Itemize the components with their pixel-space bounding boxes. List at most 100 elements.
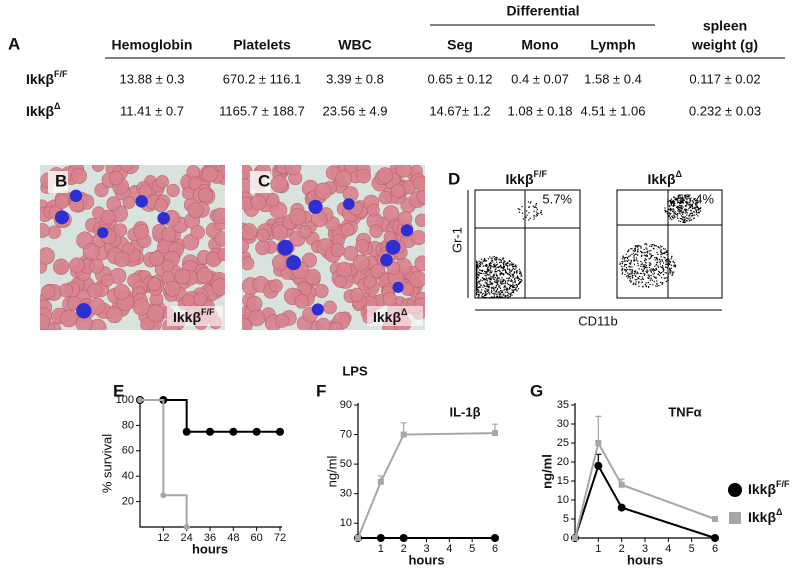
x-tick-label: 3 — [642, 543, 648, 555]
event-dot — [630, 262, 632, 264]
event-dot — [511, 285, 514, 288]
event-dot — [660, 253, 662, 256]
event-dot — [477, 277, 479, 279]
event-dot — [517, 279, 520, 282]
event-dot — [493, 256, 496, 258]
event-dot — [485, 294, 487, 296]
event-dot — [664, 257, 666, 259]
event-dot — [631, 277, 633, 279]
event-dot — [489, 256, 491, 258]
red-cell — [271, 254, 288, 271]
red-cell — [387, 261, 401, 275]
event-dot — [500, 264, 502, 266]
event-dot — [515, 277, 517, 279]
event-dot — [660, 249, 662, 251]
event-dot — [530, 201, 532, 203]
red-cell — [91, 165, 105, 173]
event-dot — [693, 198, 695, 200]
red-cell — [248, 309, 266, 327]
event-dot — [630, 280, 633, 282]
group-header: Differential — [506, 3, 579, 19]
event-dot — [516, 272, 518, 274]
marker — [160, 492, 167, 499]
marker — [594, 461, 603, 470]
event-dot — [493, 292, 495, 294]
event-dot — [486, 293, 488, 295]
event-dot — [497, 280, 499, 282]
event-dot — [646, 255, 648, 257]
event-dot — [673, 204, 675, 206]
y-tick-label: 80 — [122, 419, 134, 431]
event-dot — [680, 211, 683, 213]
event-dot — [634, 253, 636, 255]
event-dot — [645, 270, 647, 273]
event-dot — [693, 199, 695, 201]
event-dot — [660, 256, 662, 258]
event-dot — [484, 294, 486, 296]
event-dot — [503, 274, 505, 276]
column-header: WBC — [338, 37, 371, 53]
event-dot — [486, 288, 488, 290]
event-dot — [500, 296, 502, 298]
label-bg — [367, 306, 423, 326]
event-dot — [685, 217, 687, 219]
event-dot — [500, 271, 502, 274]
red-cell — [274, 313, 290, 328]
event-dot — [668, 258, 670, 260]
event-dot — [490, 277, 492, 280]
event-dot — [528, 219, 530, 221]
marker — [276, 427, 284, 436]
event-dot — [515, 267, 517, 269]
event-dot — [624, 260, 626, 262]
event-dot — [664, 251, 666, 253]
red-cell — [164, 280, 181, 297]
event-dot — [645, 261, 647, 264]
event-dot — [498, 258, 500, 260]
event-dot — [498, 277, 500, 279]
event-dot — [621, 273, 623, 275]
event-dot — [655, 267, 657, 269]
event-dot — [654, 245, 656, 247]
event-dot — [490, 296, 492, 298]
event-dot — [498, 291, 500, 293]
event-dot — [506, 266, 509, 268]
panel-label: E — [113, 381, 124, 400]
event-dot — [488, 293, 491, 295]
event-dot — [487, 270, 489, 272]
event-dot — [488, 287, 490, 289]
event-dot — [695, 211, 697, 214]
event-dot — [507, 288, 509, 290]
event-dot — [509, 285, 512, 287]
event-dot — [656, 257, 658, 259]
event-dot — [684, 194, 687, 197]
event-dot — [490, 282, 492, 284]
event-dot — [624, 274, 626, 276]
event-dot — [476, 289, 478, 291]
event-dot — [519, 270, 521, 273]
event-dot — [686, 211, 688, 214]
event-dot — [672, 260, 674, 263]
event-dot — [634, 250, 637, 252]
event-dot — [648, 274, 650, 276]
cell: 0.4 ± 0.07 — [511, 71, 569, 86]
event-dot — [650, 262, 652, 264]
event-dot — [636, 251, 639, 253]
event-dot — [489, 264, 491, 266]
event-dot — [491, 296, 493, 298]
event-dot — [659, 261, 661, 263]
marker — [492, 430, 498, 437]
event-dot — [541, 213, 543, 215]
x-tick-label: 2 — [619, 543, 625, 555]
event-dot — [490, 265, 492, 268]
marker — [183, 524, 190, 530]
event-dot — [652, 268, 654, 271]
red-cell — [256, 228, 270, 242]
event-dot — [536, 207, 538, 209]
event-dot — [682, 210, 684, 212]
event-dot — [493, 274, 495, 276]
event-dot — [630, 248, 632, 250]
x-tick-label: 24 — [181, 532, 193, 544]
event-dot — [480, 292, 482, 294]
micrograph-label: IkkβF/F — [173, 307, 215, 324]
event-dot — [506, 291, 508, 294]
